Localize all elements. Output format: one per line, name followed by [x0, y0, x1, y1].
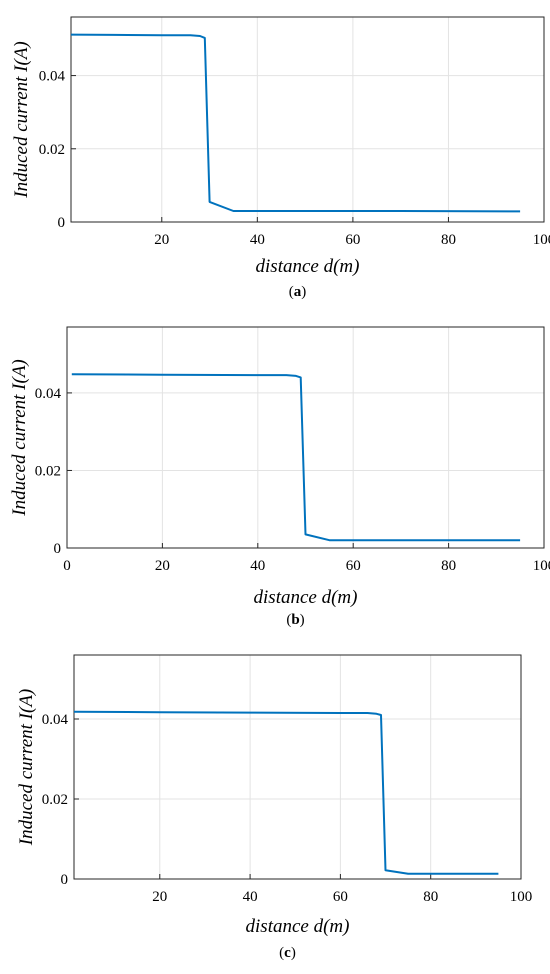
y-tick-label: 0.04 — [42, 712, 69, 728]
x-tick-label: 40 — [250, 232, 265, 248]
y-tick-label: 0.04 — [39, 69, 66, 85]
x-tick-label: 20 — [155, 558, 170, 574]
chart-panel-c: 20 40 60 80 100 0 0.02 0.04 distance d(m) Induced… — [0, 645, 550, 969]
chart-panel-b: 0 20 40 60 80 100 0 0.02 0.04 distance d(m) Induce… — [0, 320, 550, 635]
y-tick-label: 0.04 — [35, 386, 62, 402]
y-axis-label: Induced current I(A) — [11, 41, 32, 199]
y-tick-label: 0 — [54, 541, 62, 557]
x-tick-label: 20 — [152, 889, 167, 905]
chart-svg-c: 20 40 60 80 100 0 0.02 0.04 distance d(m) Induced… — [16, 654, 533, 961]
plot-frame — [70, 16, 545, 223]
x-tick-label: 80 — [423, 889, 438, 905]
series-line — [71, 373, 521, 542]
series-line — [73, 710, 499, 875]
series-line — [70, 33, 521, 213]
x-tick-label: 40 — [243, 889, 258, 905]
panel-caption: (a) — [289, 284, 307, 300]
y-tick-label: 0 — [61, 872, 69, 888]
x-tick-label: 20 — [154, 232, 169, 248]
chart-svg-b: 0 20 40 60 80 100 0 0.02 0.04 distance d(m) Induce… — [9, 326, 550, 628]
x-axis-label: distance d(m) — [254, 587, 358, 608]
x-tick-label: 100 — [533, 558, 550, 574]
chart-svg-a: 20 40 60 80 100 0 0.02 0.04 distance d(m) Induced… — [11, 16, 550, 300]
panel-caption: (b) — [286, 612, 304, 628]
x-tick-label: 60 — [346, 558, 361, 574]
panel-caption-letter: b — [291, 612, 299, 628]
x-tick-label: 100 — [533, 232, 550, 248]
panel-caption: (c) — [279, 945, 296, 961]
x-tick-label: 60 — [333, 889, 348, 905]
chart-panel-a: 20 40 60 80 100 0 0.02 0.04 distance d(m) Induced… — [0, 0, 550, 310]
x-tick-label: 60 — [345, 232, 360, 248]
plot-frame — [73, 654, 522, 880]
panel-caption-letter: a — [294, 284, 302, 300]
x-tick-label: 80 — [441, 558, 456, 574]
x-axis-label: distance d(m) — [246, 916, 350, 937]
x-tick-label: 100 — [510, 889, 533, 905]
plot-frame — [66, 326, 545, 549]
y-tick-label: 0.02 — [39, 142, 65, 158]
panel-caption-letter: c — [284, 945, 291, 961]
y-tick-label: 0 — [58, 215, 66, 231]
x-tick-label: 0 — [63, 558, 71, 574]
y-tick-label: 0.02 — [35, 463, 61, 479]
y-axis-label: Induced current I(A) — [9, 359, 30, 517]
y-tick-label: 0.02 — [42, 792, 68, 808]
x-tick-label: 80 — [441, 232, 456, 248]
x-tick-label: 40 — [250, 558, 265, 574]
x-axis-label: distance d(m) — [256, 256, 360, 277]
y-axis-label: Induced current I(A) — [16, 689, 37, 847]
